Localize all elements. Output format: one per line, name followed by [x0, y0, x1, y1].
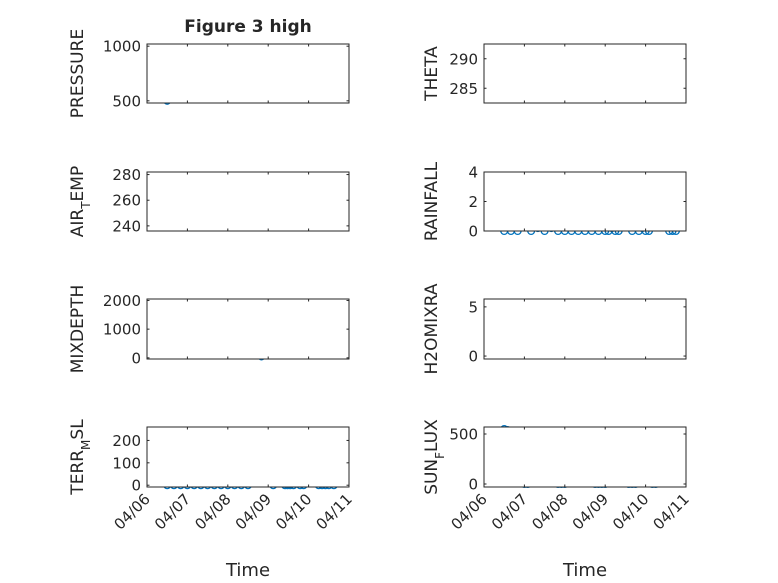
- axes-frame: [146, 426, 350, 488]
- x-tick-label: 04/09: [569, 490, 612, 533]
- subplot-6: 0 5 H2OMIXRA: [422, 283, 687, 375]
- subplot-2: 285 290 THETA: [422, 43, 687, 104]
- x-tick-label: 04/07: [151, 490, 194, 533]
- x-tick-label: 04/09: [232, 490, 275, 533]
- y-axis-label: PRESSURE: [68, 29, 88, 118]
- figure-title: Figure 3 high: [184, 17, 312, 37]
- x-tick-label: 04/11: [650, 490, 693, 533]
- y-tick-label: 0: [131, 349, 141, 367]
- axes-frame: [146, 171, 350, 232]
- y-axis-label: TERRMSL: [68, 419, 93, 496]
- y-axis-label: H2OMIXRA: [422, 283, 442, 374]
- y-tick-label: 1000: [103, 38, 141, 56]
- y-tick-label: 285: [449, 80, 478, 98]
- y-axis-label: SUNFLUX: [422, 419, 447, 495]
- axes-frame: [146, 298, 350, 360]
- y-tick-label: 2000: [103, 292, 141, 310]
- y-tick-label: 0: [468, 476, 478, 494]
- x-tick-label: 04/06: [111, 490, 154, 533]
- y-tick-label: 5: [468, 298, 478, 316]
- y-tick-label: 500: [449, 426, 478, 444]
- axes-frame: [483, 426, 687, 488]
- x-tick-label: 04/11: [313, 490, 356, 533]
- axes-frame: [146, 43, 350, 104]
- y-tick-label: 280: [112, 166, 141, 184]
- x-tick-label: 04/06: [448, 490, 491, 533]
- y-tick-label: 240: [112, 217, 141, 235]
- y-tick-label: 100: [112, 454, 141, 472]
- y-tick-label: 0: [468, 348, 478, 366]
- x-tick-label: 04/08: [191, 490, 234, 533]
- subplot-5: 0 1000 2000 MIXDEPTH: [68, 285, 350, 374]
- axes-frame: [483, 171, 687, 232]
- x-axis-label: Time: [562, 560, 607, 581]
- y-tick-label: 290: [449, 50, 478, 68]
- subplot-1: 500 1000 PRESSURE Figure 3 high: [68, 17, 350, 118]
- y-axis-label: THETA: [422, 46, 442, 102]
- y-tick-label: 260: [112, 192, 141, 210]
- x-tick-label: 04/08: [528, 490, 571, 533]
- axes-frame: [483, 298, 687, 360]
- y-tick-label: 0: [468, 223, 478, 241]
- y-tick-label: 0: [131, 477, 141, 495]
- x-tick-label: 04/10: [609, 490, 652, 533]
- subplot-3: 240 260 280 AIRTEMP: [68, 166, 350, 237]
- y-tick-label: 4: [468, 164, 478, 182]
- y-axis-label: AIRTEMP: [68, 166, 93, 237]
- y-axis-label: RAINFALL: [422, 161, 442, 241]
- y-tick-label: 200: [112, 432, 141, 450]
- y-axis-label: MIXDEPTH: [68, 285, 88, 374]
- y-tick-label: 1000: [103, 321, 141, 339]
- y-tick-label: 2: [468, 193, 478, 211]
- axes-frame: [483, 43, 687, 104]
- x-tick-label: 04/10: [272, 490, 315, 533]
- y-tick-label: 500: [112, 92, 141, 110]
- x-axis-label: Time: [225, 560, 270, 581]
- x-tick-label: 04/07: [488, 490, 531, 533]
- subplot-4: 0 2 4 RAINFALL: [422, 161, 687, 241]
